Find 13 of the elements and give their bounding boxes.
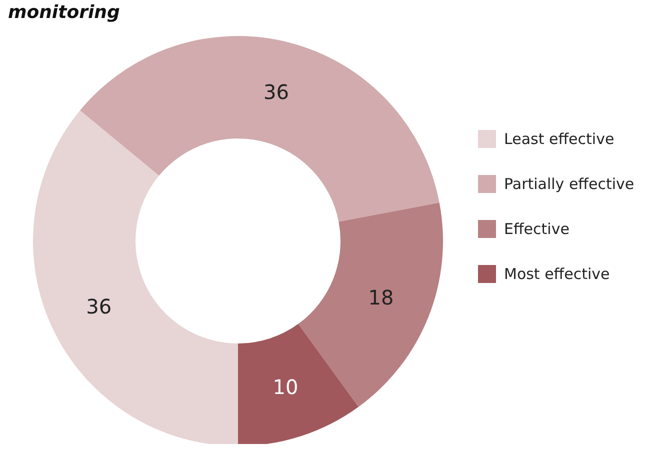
- donut-slice: [33, 110, 238, 444]
- legend-label: Least effective: [504, 130, 614, 148]
- donut-slice: [298, 202, 443, 407]
- data-label: 36: [264, 80, 289, 104]
- legend-label: Most effective: [504, 265, 610, 283]
- data-label: 18: [368, 286, 394, 310]
- legend-label: Partially effective: [504, 175, 634, 193]
- data-label: 36: [86, 294, 112, 318]
- data-label: 10: [272, 375, 298, 400]
- donut-slice: [80, 36, 440, 222]
- legend-label: Effective: [504, 220, 570, 238]
- donut-slice: [238, 324, 358, 444]
- chart-title: monitoring: [8, 2, 120, 23]
